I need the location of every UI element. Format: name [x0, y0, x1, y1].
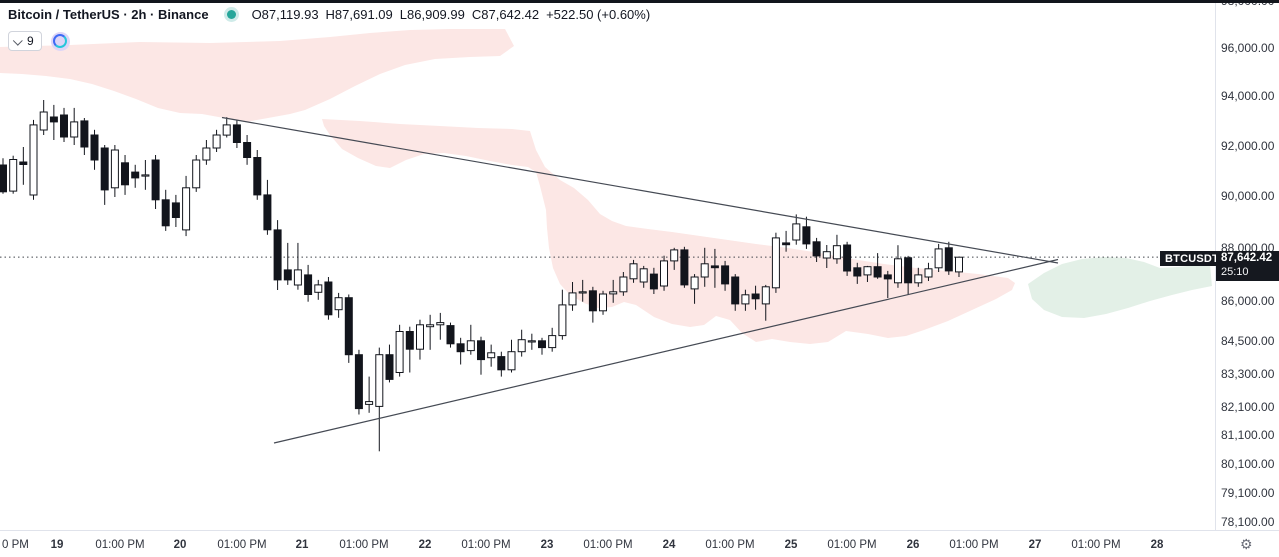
- indicator-collapse-chip[interactable]: 9: [8, 31, 42, 51]
- open-value: O87,119.93: [251, 7, 319, 22]
- chevron-down-icon: [12, 35, 23, 46]
- gear-icon[interactable]: ⚙: [1240, 536, 1253, 552]
- ichimoku-cloud-bullish: [1028, 257, 1212, 318]
- window-top-strip: [0, 0, 1279, 3]
- price-axis-label: 78,100.00: [1221, 514, 1275, 529]
- price-axis[interactable]: 98,000.00 96,000.00 94,000.00 92,000.00 90,0…: [1216, 0, 1279, 530]
- time-axis-label: 23: [540, 539, 554, 551]
- price-axis-label: 84,500.00: [1221, 334, 1275, 348]
- time-axis-label: 24: [662, 539, 676, 551]
- price-axis-label: 82,100.00: [1221, 400, 1275, 415]
- price-tag-value: 87,642.42: [1221, 252, 1273, 264]
- time-axis-label: 25: [784, 539, 798, 551]
- price-axis-label: 79,100.00: [1221, 485, 1275, 500]
- indicator-toolbar: 9: [8, 31, 70, 51]
- time-axis-label: 01:00 PM: [217, 539, 267, 551]
- price-axis-label: 90,000.00: [1221, 189, 1275, 204]
- time-axis-label: 01:00 PM: [705, 539, 755, 551]
- ichimoku-cloud-bearish: [0, 29, 514, 122]
- time-axis-label: 20: [173, 539, 187, 551]
- indicator-count: 9: [27, 34, 34, 48]
- time-axis-label: 19: [50, 539, 64, 551]
- time-axis-border: [0, 530, 1279, 531]
- low-value: L86,909.99: [399, 7, 465, 22]
- sync-refresh-icon[interactable]: [50, 31, 70, 51]
- price-axis-label: 81,100.00: [1221, 428, 1275, 443]
- time-axis-label: 21: [295, 539, 309, 551]
- close-value: C87,642.42: [471, 7, 540, 22]
- time-axis-label: 22: [418, 539, 432, 551]
- triangle-lower[interactable]: [273, 258, 1059, 444]
- price-axis-label: 92,000.00: [1221, 138, 1275, 153]
- price-tag-symbol: BTCUSDT: [1160, 251, 1224, 266]
- candlestick-series: [0, 100, 963, 452]
- ichimoku-cloud-bearish: [322, 119, 1015, 344]
- time-axis-label: 01:00 PM: [827, 539, 877, 551]
- triangle-upper[interactable]: [221, 116, 1059, 264]
- price-axis-label: 96,000.00: [1221, 41, 1275, 55]
- price-tag: 87,642.42 25:10: [1216, 251, 1279, 281]
- time-axis-label: 0 PM: [2, 539, 29, 551]
- ohlc-values: O87,119.93 H87,691.09 L86,909.99 C87,642…: [252, 7, 651, 22]
- chart-legend: Bitcoin / TetherUS · 2h · Binance O87,11…: [8, 7, 650, 22]
- high-value: H87,691.09: [325, 7, 393, 22]
- time-axis-label: 01:00 PM: [1071, 539, 1121, 551]
- price-tag-countdown: 25:10: [1221, 265, 1249, 278]
- time-axis-label: 27: [1028, 539, 1042, 551]
- time-axis-label: 01:00 PM: [461, 539, 511, 551]
- time-axis-label: 01:00 PM: [949, 539, 999, 551]
- chart-area[interactable]: [0, 0, 1215, 535]
- price-axis-label: 98,000.00: [1221, 0, 1275, 8]
- time-axis[interactable]: ⚙ 0 PM 19 01:00 PM 20 01:00 PM 21 01:00 PM 22 01…: [0, 531, 1279, 557]
- price-axis-label: 94,000.00: [1221, 89, 1275, 104]
- price-axis-label: 83,300.00: [1221, 366, 1275, 381]
- market-status-dot-icon: [226, 10, 236, 19]
- time-axis-label: 01:00 PM: [339, 539, 389, 551]
- time-axis-label: 28: [1150, 539, 1164, 551]
- price-axis-label: 86,000.00: [1221, 293, 1275, 308]
- chart-svg[interactable]: [0, 0, 1215, 530]
- time-axis-label: 01:00 PM: [583, 539, 633, 551]
- price-axis-label: 80,100.00: [1221, 456, 1275, 471]
- change-value: +522.50 (+0.60%): [546, 7, 651, 22]
- symbol-title[interactable]: Bitcoin / TetherUS · 2h · Binance: [8, 7, 209, 22]
- price-axis-border: [1215, 3, 1216, 530]
- time-axis-label: 26: [906, 539, 920, 551]
- time-axis-label: 01:00 PM: [95, 539, 145, 551]
